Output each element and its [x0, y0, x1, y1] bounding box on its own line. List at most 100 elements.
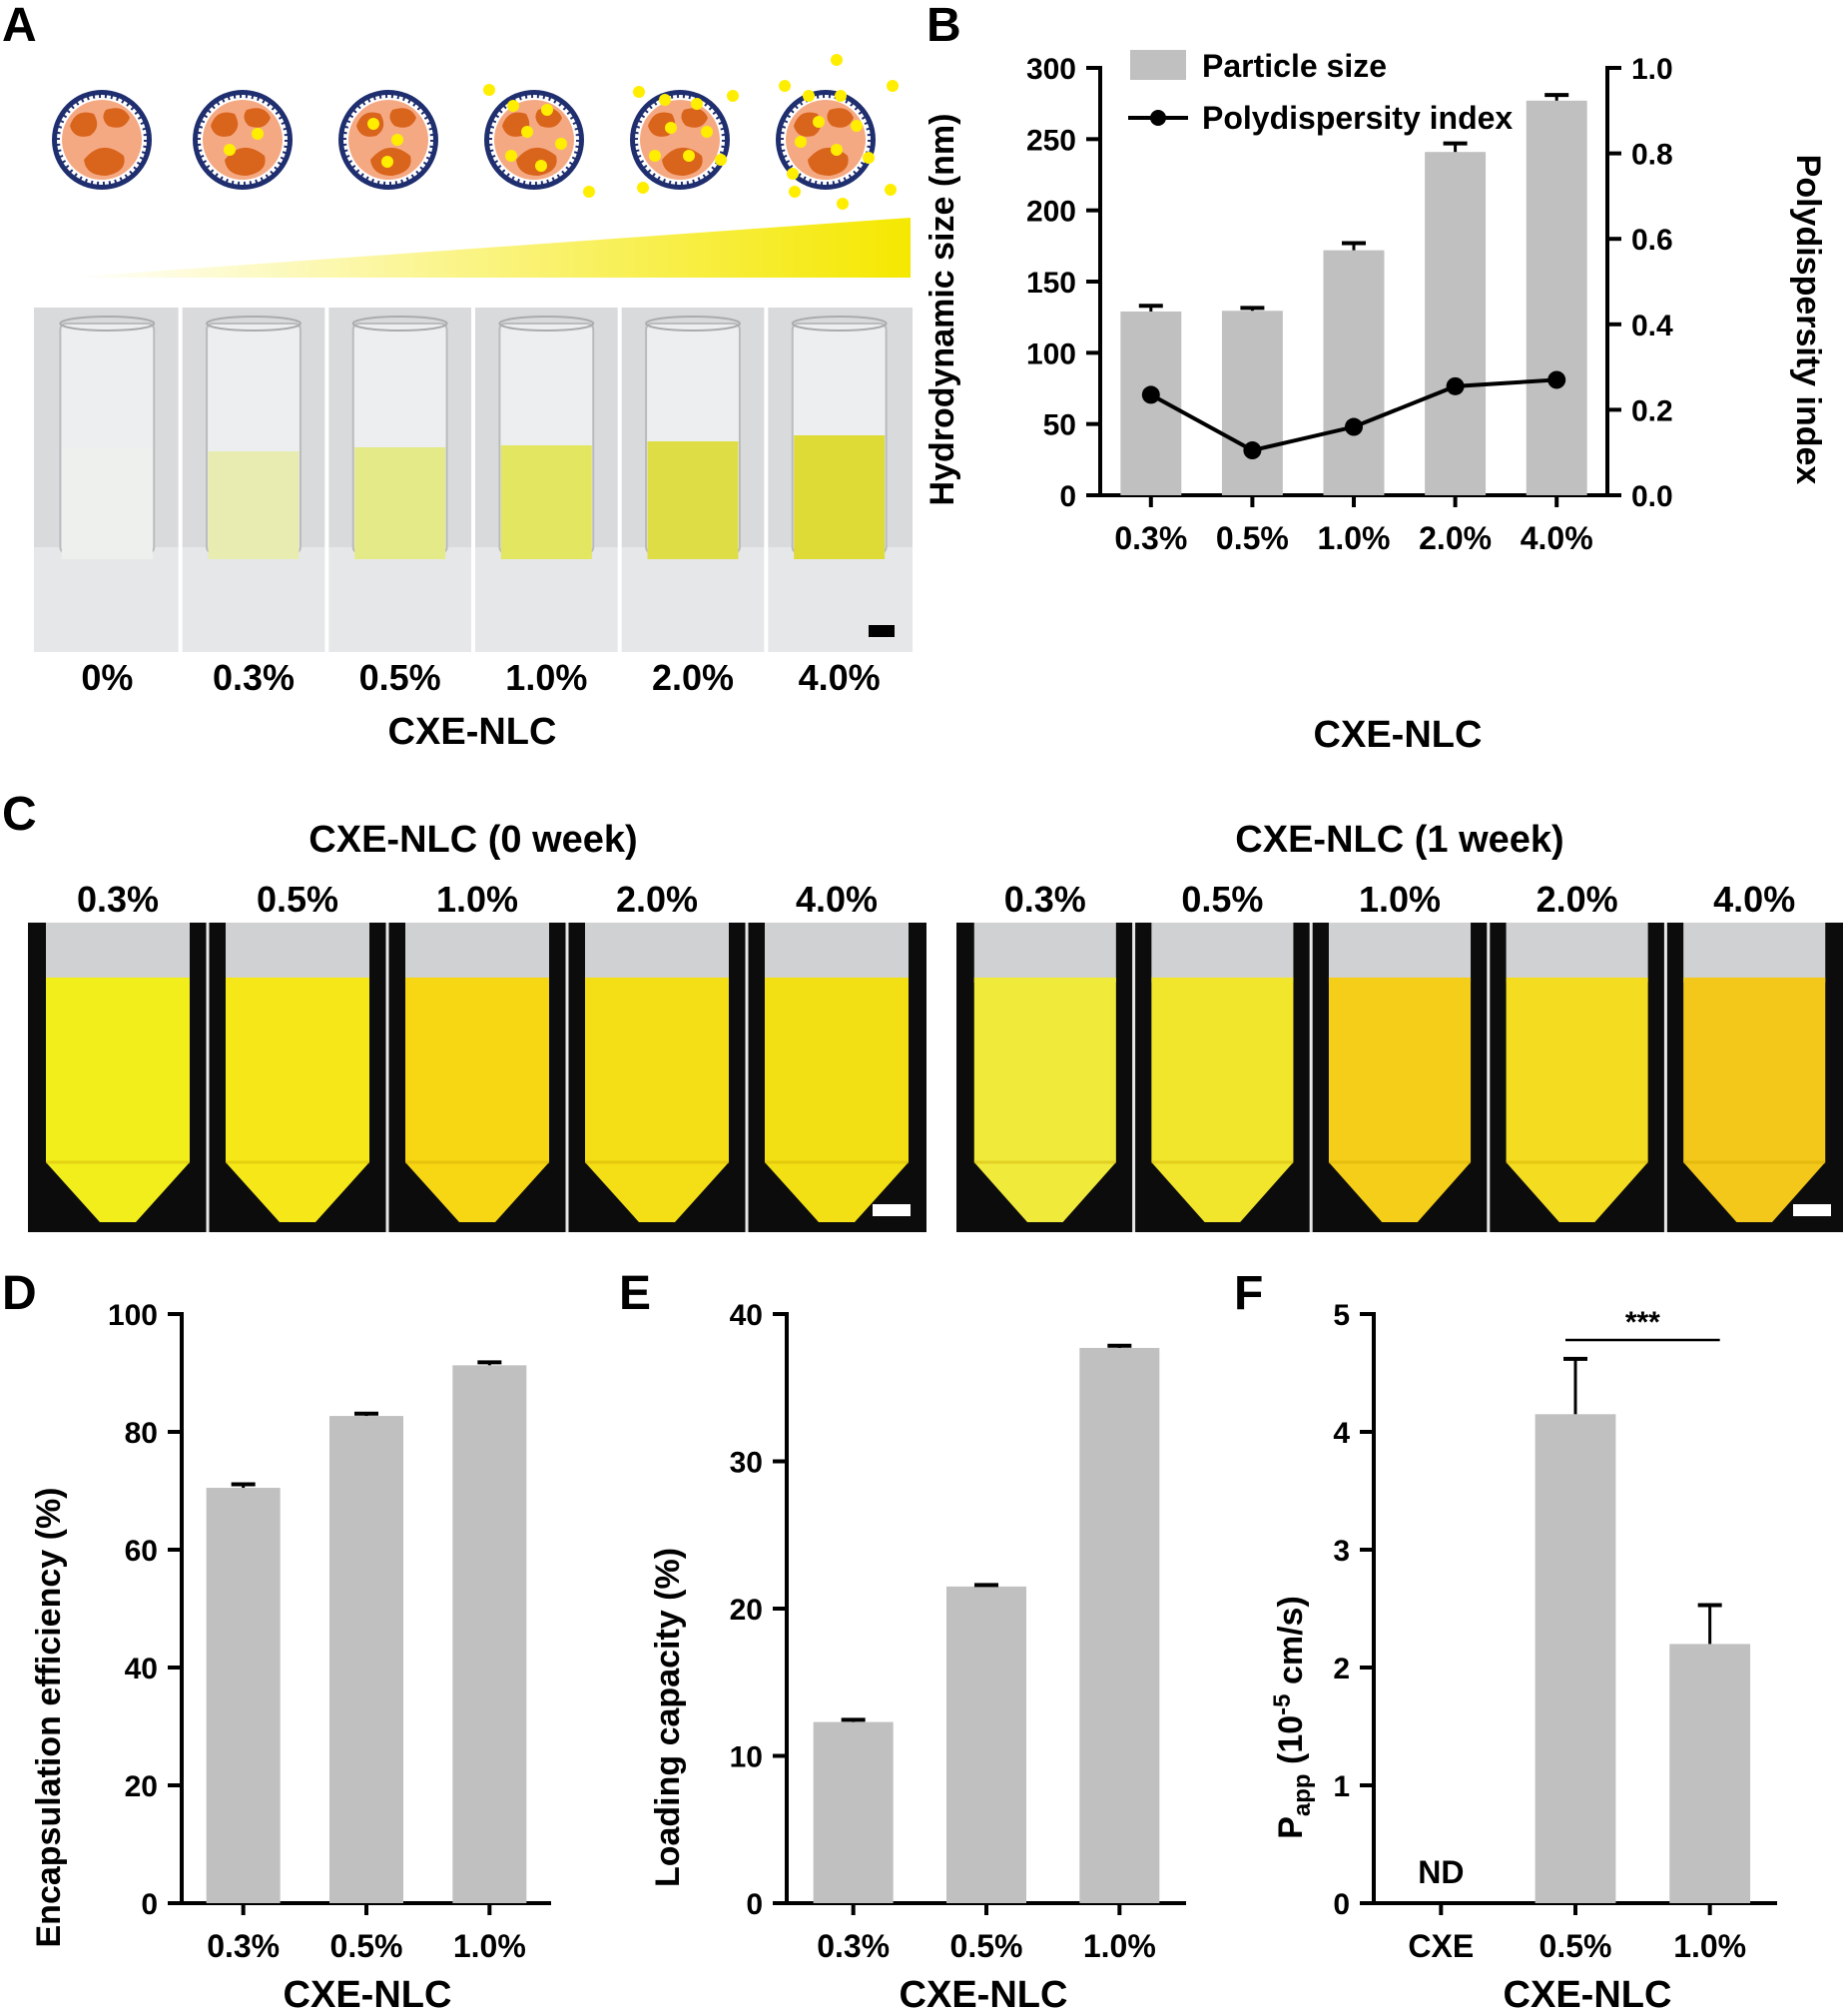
- vial-rim-1: [206, 316, 302, 332]
- chart-f-ytick-label-5: 5: [1333, 1299, 1350, 1332]
- chart-f-significance-label: ***: [1625, 1306, 1660, 1339]
- chart-d-ytick-label-1: 20: [125, 1770, 158, 1803]
- chart-f-ytick-label-0: 0: [1333, 1888, 1350, 1921]
- tube-divider-right-2: [1309, 923, 1313, 1232]
- vial-label-0: 0%: [81, 657, 134, 698]
- chart-b-xtick-label-0: 0.3%: [1114, 520, 1187, 556]
- chart-f-ytick-label-1: 1: [1333, 1770, 1350, 1803]
- tube-liquid-left-2: [405, 978, 549, 1222]
- tube-liquid-right-1: [1151, 978, 1294, 1222]
- vial-rim-3: [498, 316, 595, 332]
- chart-b-pdi-point-1: [1243, 441, 1262, 460]
- chart-b-xtick-label-4: 4.0%: [1521, 520, 1593, 556]
- nlc-schematic: [50, 54, 911, 278]
- chart-b-pdi-point-3: [1446, 376, 1465, 395]
- tube-liquid-left-4: [765, 978, 909, 1222]
- tube-divider-left-1: [206, 923, 210, 1232]
- particle-1-icon: [191, 88, 295, 192]
- tube-label-left-0: 0.3%: [76, 879, 160, 920]
- vial-label-5: 4.0%: [798, 657, 881, 698]
- chart-b-xtick-label-1: 0.5%: [1216, 520, 1289, 556]
- tube-cap-right-1: [1151, 923, 1294, 983]
- chart-d-ylabel: Encapsulation efficiency (%): [30, 1488, 68, 1948]
- panel-letter-e: E: [619, 1267, 652, 1320]
- chart-d-bar-1: [329, 1416, 403, 1903]
- chart-d-ytick-label-5: 100: [108, 1299, 158, 1332]
- chart-b-bar-3: [1425, 152, 1487, 495]
- vial-rim-0: [59, 316, 156, 332]
- chart-e-ylabel: Loading capacity (%): [649, 1548, 687, 1887]
- concentration-ramp: [64, 218, 911, 278]
- tube-cap-left-4: [765, 923, 909, 983]
- chart-e-ytick-label-3: 30: [730, 1447, 763, 1480]
- vial-divider-3: [471, 308, 475, 652]
- particle-0-icon: [50, 88, 154, 192]
- vial-liquid-2: [354, 447, 446, 559]
- vial-label-3: 1.0%: [505, 657, 588, 698]
- chart-b-pdi-point-4: [1547, 370, 1566, 389]
- vial-liquid-1: [208, 451, 300, 559]
- legend-line-marker: [1150, 110, 1166, 126]
- tube-photo-right: [956, 923, 1843, 1232]
- tube-cap-left-2: [405, 923, 549, 983]
- chart-f-xtick-label-1: 0.5%: [1539, 1928, 1612, 1964]
- tube-divider-left-4: [745, 923, 749, 1232]
- chart-e-ytick-label-4: 40: [730, 1299, 763, 1332]
- tube-cap-right-0: [973, 923, 1116, 983]
- chart-d-xtick-label-1: 0.5%: [330, 1928, 403, 1964]
- particle-2-icon: [336, 88, 440, 192]
- chart-b-xlabel: CXE-NLC: [1314, 714, 1483, 756]
- tube-label-right-2: 1.0%: [1358, 879, 1442, 920]
- tube-cap-right-2: [1328, 923, 1472, 983]
- tube-label-left-1: 0.5%: [256, 879, 339, 920]
- tube-liquid-right-4: [1683, 978, 1826, 1222]
- legend-particle-size: Particle size: [1202, 48, 1387, 84]
- chart-d-ytick-label-2: 40: [125, 1653, 158, 1685]
- chart-b: Hydrodynamic size (nm) Polydispersity in…: [923, 48, 1827, 756]
- chart-f-xtick-label-2: 1.0%: [1673, 1928, 1746, 1964]
- chart-b-ytick-label-3: 150: [1026, 267, 1076, 300]
- chart-e-ytick-label-2: 20: [730, 1594, 763, 1627]
- chart-f-xlabel: CXE-NLC: [1504, 1974, 1672, 2016]
- chart-b-ytick-label-4: 200: [1026, 196, 1076, 229]
- vial-divider-5: [764, 308, 769, 652]
- chart-d-bar-2: [452, 1365, 527, 1903]
- vial-divider-1: [178, 308, 183, 652]
- chart-d-xlabel: CXE-NLC: [284, 1974, 452, 2016]
- vial-divider-2: [324, 308, 329, 652]
- chart-e-ytick-label-1: 10: [730, 1741, 763, 1774]
- vial-rim-5: [791, 316, 888, 332]
- chart-e-bar-2: [1079, 1347, 1160, 1903]
- chart-e: Loading capacity (%) CXE-NLC 0 10 20 30 40 0.…: [649, 1299, 1186, 2016]
- tube-cap-left-3: [585, 923, 729, 983]
- tube-liquid-right-0: [973, 978, 1116, 1222]
- chart-f-bar-label-0: ND: [1418, 1854, 1464, 1890]
- vial-label-4: 2.0%: [651, 657, 735, 698]
- chart-b-ylabel-right: Polydispersity index: [1789, 155, 1827, 485]
- tube-photo-left: [28, 923, 926, 1232]
- tube-liquid-right-2: [1328, 978, 1472, 1222]
- chart-f-ylabel: Papp (10-5 cm/s): [1269, 1596, 1316, 1839]
- chart-b-bar-2: [1323, 250, 1385, 495]
- tube-cap-left-0: [46, 923, 190, 983]
- chart-f-ytick-label-3: 3: [1333, 1535, 1350, 1568]
- chart-b-ytick-right-label-4: 0.8: [1631, 139, 1673, 172]
- tube-liquid-left-3: [585, 978, 729, 1222]
- chart-f-ytick-label-2: 2: [1333, 1653, 1350, 1685]
- legend-bar-swatch: [1130, 50, 1186, 80]
- tube-divider-right-4: [1663, 923, 1667, 1232]
- tube-cap-right-3: [1506, 923, 1648, 983]
- panel-letter-b: B: [926, 0, 961, 52]
- vial-liquid-0: [61, 447, 153, 559]
- chart-b-ylabel: Hydrodynamic size (nm): [923, 114, 961, 506]
- chart-e-xlabel: CXE-NLC: [900, 1974, 1068, 2016]
- chart-d-bar-0: [206, 1488, 281, 1903]
- chart-b-bar-1: [1221, 311, 1283, 495]
- panel-letter-a: A: [2, 0, 37, 52]
- tube-label-right-4: 4.0%: [1713, 879, 1796, 920]
- tube-divider-left-3: [565, 923, 569, 1232]
- chart-b-xtick-label-2: 1.0%: [1318, 520, 1391, 556]
- chart-f-bar-1: [1535, 1414, 1616, 1903]
- tube-label-right-0: 0.3%: [1003, 879, 1086, 920]
- chart-e-ytick-label-0: 0: [746, 1888, 763, 1921]
